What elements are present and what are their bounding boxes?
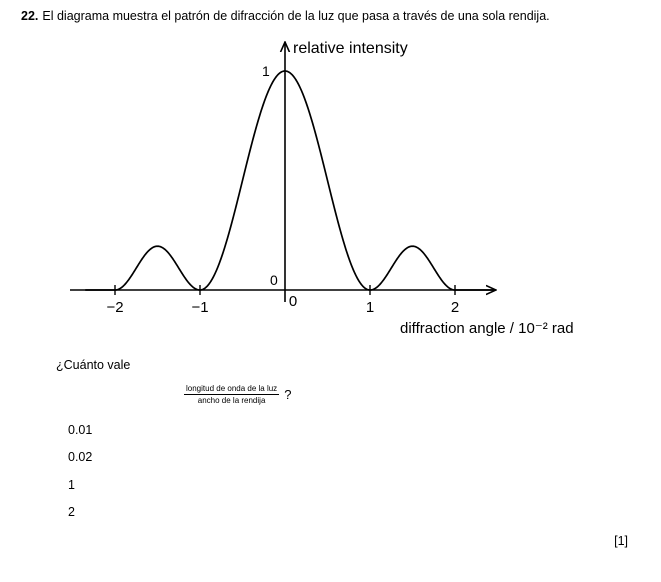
fraction: longitud de onda de la luz ancho de la r… xyxy=(184,384,280,405)
x-tick-label: −2 xyxy=(106,299,123,316)
question-statement: El diagrama muestra el patrón de difracc… xyxy=(42,9,550,23)
x-tick-label: 0 xyxy=(289,293,297,310)
x-tick-label: 2 xyxy=(451,299,459,316)
diffraction-chart: −2 −1 0 1 2 relative intensity diffraction a… xyxy=(70,40,574,337)
y-tick-label-1: 1 xyxy=(262,63,270,79)
answer-options: 0.01 0.02 1 2 xyxy=(68,423,92,533)
question-number: 22. xyxy=(21,9,39,23)
option-a[interactable]: 0.01 xyxy=(68,423,93,437)
fraction-question-mark: ? xyxy=(284,387,292,402)
x-tick-label: 1 xyxy=(366,299,374,316)
marks-label: [1] xyxy=(614,534,628,548)
intensity-curve xyxy=(85,70,494,291)
question-text: 22. El diagrama muestra el patrón de difr… xyxy=(21,9,550,23)
fraction-denominator: ancho de la rendija xyxy=(197,396,266,405)
option-d[interactable]: 2 xyxy=(68,505,75,520)
x-axis-label: diffraction angle / 10⁻² rad xyxy=(400,320,574,337)
x-tick-label: −1 xyxy=(191,299,208,316)
fraction-numerator: longitud de onda de la luz xyxy=(184,384,280,395)
y-tick-label-0: 0 xyxy=(270,272,278,288)
option-c[interactable]: 1 xyxy=(68,477,75,492)
fraction-expression: longitud de onda de la luz ancho de la r… xyxy=(184,384,291,405)
question-prompt: ¿Cuánto vale xyxy=(56,358,131,372)
y-axis-label: relative intensity xyxy=(293,40,408,57)
option-b[interactable]: 0.02 xyxy=(68,450,93,465)
